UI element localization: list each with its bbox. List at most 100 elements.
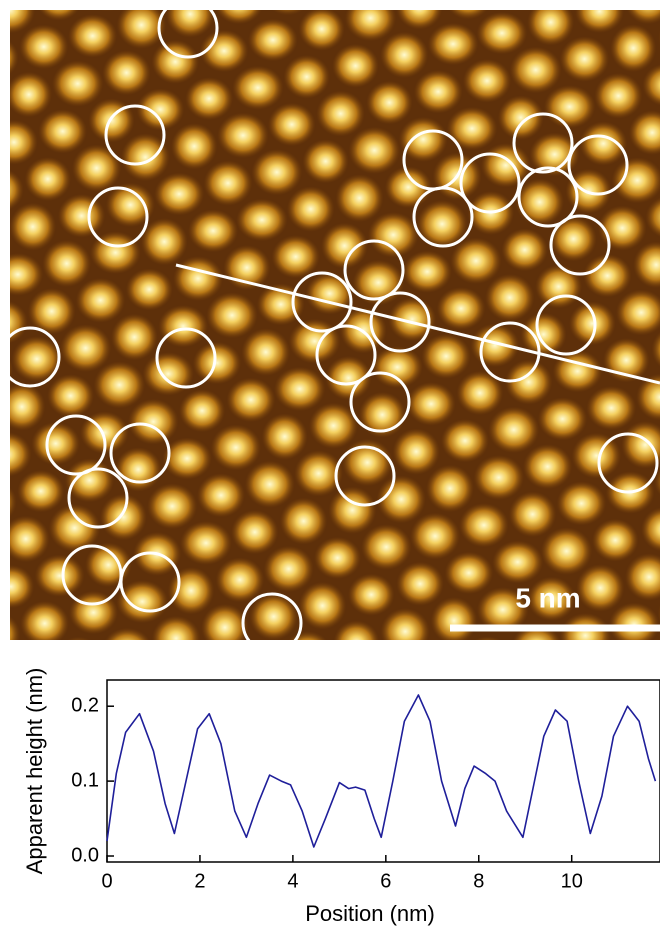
lattice-spot <box>244 460 295 508</box>
lattice-spot <box>248 18 298 62</box>
lattice-spot <box>288 318 341 364</box>
lattice-spot <box>274 366 326 412</box>
lattice-spot <box>111 313 158 361</box>
lattice-spot <box>413 647 464 690</box>
lattice-spot <box>99 10 116 12</box>
lattice-spot <box>642 64 660 106</box>
lattice-spot <box>371 346 423 389</box>
lattice-spot <box>231 509 279 555</box>
lattice-spot <box>416 200 468 248</box>
lattice-spot <box>427 22 479 66</box>
overlay <box>10 10 660 640</box>
lattice-spot <box>636 373 660 421</box>
lattice-spot <box>476 11 528 55</box>
lattice-spot <box>450 237 502 285</box>
lattice-spot <box>251 149 303 196</box>
lattice-spot <box>10 10 36 34</box>
defect-circle <box>157 10 219 59</box>
lattice-spot <box>261 413 308 460</box>
lattice-spot <box>628 110 660 155</box>
lattice-spot <box>116 580 169 624</box>
defect-circle <box>109 422 171 484</box>
lattice-spot <box>592 518 639 562</box>
lattice-spot <box>488 406 540 454</box>
lattice-spot <box>167 566 215 615</box>
lattice-spot <box>136 88 185 131</box>
lattice-spot <box>147 483 198 530</box>
lattice-spot <box>406 382 456 426</box>
lattice-spot <box>38 109 88 154</box>
lattice-spot <box>309 402 358 449</box>
defect-circle <box>10 326 61 388</box>
lattice-spot <box>201 603 249 640</box>
defect-circle <box>549 214 611 276</box>
lattice-spot <box>476 587 529 633</box>
defect-circle <box>479 321 541 383</box>
lattice-spot <box>344 10 397 42</box>
lattice-spot <box>93 361 146 409</box>
lattice-spot <box>0 216 8 259</box>
lattice-spot <box>279 497 328 545</box>
lattice-spot <box>215 10 263 25</box>
lattice-spot <box>197 473 245 518</box>
lattice-spot <box>540 527 593 575</box>
lattice-spot <box>501 228 548 272</box>
lattice-spot <box>569 301 616 346</box>
lattice-spot <box>120 133 170 182</box>
lattice-spot <box>125 268 173 311</box>
defect-circle <box>517 166 579 228</box>
lattice-spot <box>271 10 304 16</box>
lattice-spot <box>645 640 660 683</box>
y-tick-label: 0.0 <box>71 844 99 866</box>
lattice-spot <box>509 46 562 94</box>
lattice-spot <box>543 85 596 129</box>
lattice-spot <box>10 359 14 381</box>
lattice-spot <box>10 432 32 477</box>
lattice-spot <box>217 112 269 159</box>
lattice-spot <box>313 536 362 580</box>
lattice-spot <box>128 398 179 445</box>
lattice-spot <box>302 139 349 184</box>
lattice-spot <box>492 540 544 584</box>
lattice-spot <box>17 470 65 513</box>
defect-circle <box>291 271 353 333</box>
lattice-spot <box>552 350 603 393</box>
lattice-spot <box>180 521 232 565</box>
lattice-spot <box>102 50 151 96</box>
lattice-spot <box>366 80 413 125</box>
lattice-spot <box>556 481 607 526</box>
lattice-spot <box>271 235 320 279</box>
lattice-spot <box>140 218 188 266</box>
lattice-spot <box>473 455 524 500</box>
lattice-spot <box>611 157 660 204</box>
lattice-spot <box>402 250 452 293</box>
lattice-spot <box>440 419 490 463</box>
scale-bar-label: 5 nm <box>515 582 580 613</box>
lattice-spot <box>586 385 637 431</box>
lattice-spot <box>421 333 471 379</box>
lattice-spot <box>332 43 379 88</box>
lattice-spot <box>10 486 17 518</box>
lattice-spot <box>333 620 380 640</box>
x-tick-label: 0 <box>101 870 112 892</box>
lattice-spot <box>426 464 474 513</box>
lattice-spot <box>430 596 478 640</box>
lattice-spot <box>597 205 647 251</box>
lattice-spot <box>10 515 50 563</box>
x-tick-label: 8 <box>473 870 484 892</box>
lattice-spot <box>410 512 461 560</box>
lattice-spot <box>241 328 291 377</box>
lattice-spot <box>559 612 612 640</box>
lattice-spot <box>462 58 512 103</box>
lattice-spot <box>376 475 426 524</box>
lattice-spot <box>470 323 520 368</box>
lattice-spot <box>574 10 625 34</box>
lattice-spot <box>268 102 316 147</box>
lattice-spot <box>151 615 201 640</box>
lattice-spot <box>27 288 76 335</box>
lattice-spot <box>154 172 205 216</box>
defect-circle <box>369 291 431 353</box>
x-tick-label: 6 <box>380 870 391 892</box>
lattice-spot <box>85 542 132 588</box>
lattice-spot <box>179 389 226 433</box>
